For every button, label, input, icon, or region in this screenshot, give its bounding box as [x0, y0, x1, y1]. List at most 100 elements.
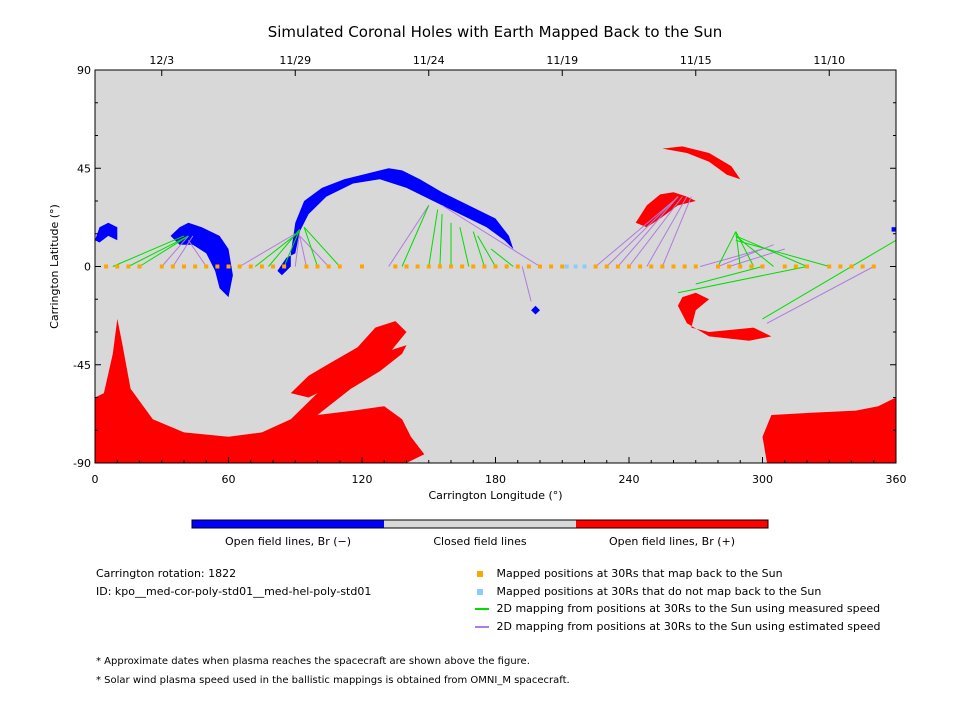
legend-not-mapped: Mapped positions at 30Rs that do not map…: [477, 585, 821, 598]
mapped-back-point: [871, 264, 876, 269]
measured-speed-line: [401, 205, 430, 267]
measured-speed-line: [428, 209, 439, 267]
mapped-back-point: [326, 264, 331, 269]
measured-swatch: [475, 608, 489, 610]
estimated-speed-line: [606, 196, 679, 267]
colorbar-frame: [191, 519, 769, 529]
mapped-back-point: [671, 264, 676, 269]
top-date-label: 11/19: [546, 54, 578, 67]
legend-mapped-back: Mapped positions at 30Rs that map back t…: [477, 567, 783, 580]
mapped-back-point: [526, 264, 531, 269]
estimated-speed-line: [766, 266, 874, 324]
mapped-back-point: [337, 264, 342, 269]
mapped-back-point: [782, 264, 787, 269]
coronal-hole-negative: [170, 222, 233, 298]
mapped-back-point: [193, 264, 198, 269]
top-date-label: 11/10: [813, 54, 845, 67]
measured-speed-line: [677, 266, 808, 294]
measured-speed-line: [268, 229, 301, 267]
mapped-back-point: [760, 264, 765, 269]
mapped-back-point: [749, 264, 754, 269]
measured-speed-line: [762, 239, 897, 320]
estimated-speed-line: [188, 240, 207, 267]
mapped-back-point: [860, 264, 865, 269]
mapped-back-point: [627, 264, 631, 269]
not-mapped-point: [582, 264, 587, 269]
estimated-speed-line: [239, 233, 296, 267]
mapped-back-point: [137, 264, 142, 269]
mapped-back-point: [215, 264, 220, 269]
x-axis-label: Carrington Longitude (°): [428, 489, 562, 502]
measured-speed-line: [459, 227, 470, 267]
mapped-back-point: [693, 264, 698, 269]
mapped-back-point: [805, 264, 809, 269]
mapped-back-point: [460, 264, 465, 269]
measured-speed-line: [283, 229, 301, 267]
mapped-back-point: [471, 264, 476, 269]
mapped-back-point: [415, 264, 420, 269]
legend-mapped-back-label: Mapped positions at 30Rs that map back t…: [496, 567, 783, 580]
mapped-back-point: [170, 264, 175, 269]
mapped-back-point: [159, 264, 164, 269]
x-tick-label: 300: [752, 473, 773, 486]
mapped-back-point: [638, 264, 643, 269]
mapped-back-point: [515, 264, 520, 269]
mapped-back-point: [849, 264, 854, 269]
note-dates: * Approximate dates when plasma reaches …: [96, 656, 530, 667]
mapped-back-point: [182, 264, 186, 269]
mapped-back-point: [259, 264, 264, 269]
measured-speed-line: [735, 239, 830, 267]
top-date-label: 12/3: [149, 54, 174, 67]
estimated-speed-line: [172, 235, 194, 267]
colorbar-segment: [576, 520, 768, 528]
mapped-back-point: [738, 264, 743, 269]
estimated-speed-line: [728, 248, 785, 267]
coronal-hole-negative: [531, 305, 540, 315]
note-speed: * Solar wind plasma speed used in the ba…: [96, 675, 570, 686]
mapped-back-point: [727, 264, 732, 269]
estimated-swatch: [475, 626, 489, 628]
top-date-label: 11/29: [279, 54, 311, 67]
mapped-back-point: [226, 264, 231, 269]
mapped-back-point: [126, 264, 131, 269]
mapped-back-point: [827, 264, 832, 269]
estimated-speed-line: [299, 235, 329, 267]
coronal-hole-positive: [635, 192, 696, 228]
mapped-back-point: [237, 264, 242, 269]
colorbar-label: Open field lines, Br (+): [609, 535, 735, 548]
mapped-back-point: [549, 264, 554, 269]
mapped-back-point: [426, 264, 431, 269]
mapped-back-point: [393, 264, 398, 269]
y-tick-label: 45: [77, 162, 91, 175]
mapped-back-point: [360, 264, 364, 269]
mapped-back-point: [604, 264, 609, 269]
measured-speed-line: [303, 227, 318, 267]
legend-measured: 2D mapping from positions at 30Rs to the…: [475, 602, 880, 615]
measured-speed-line: [139, 235, 189, 267]
mapped-back-point: [793, 264, 798, 269]
measured-speed-line: [695, 266, 763, 285]
mapped-back-point: [538, 264, 542, 269]
estimated-speed-line: [617, 196, 679, 267]
mapped-back-point: [482, 264, 487, 269]
x-tick-label: 360: [886, 473, 907, 486]
mapped-back-point: [560, 264, 565, 269]
mapped-back-point: [716, 264, 720, 269]
mapped-back-point: [838, 264, 843, 269]
estimated-speed-line: [595, 200, 674, 267]
mapped-back-point: [271, 264, 275, 269]
estimated-speed-line: [661, 196, 692, 267]
estimated-speed-line: [646, 196, 688, 267]
colorbar-label: Closed field lines: [433, 535, 527, 548]
coronal-hole-positive: [762, 397, 896, 463]
colorbar-label: Open field lines, Br (−): [225, 535, 351, 548]
mapped-back-point: [449, 264, 453, 269]
estimated-speed-line: [388, 205, 430, 267]
mapped-back-point: [304, 264, 309, 269]
mapped-back-point: [248, 264, 253, 269]
estimated-speed-line: [700, 248, 763, 267]
rotation-info: Carrington rotation: 1822: [96, 567, 237, 580]
mapped-back-point: [404, 264, 409, 269]
not-mapped-swatch: [477, 589, 483, 595]
mapped-back-swatch: [477, 571, 483, 577]
